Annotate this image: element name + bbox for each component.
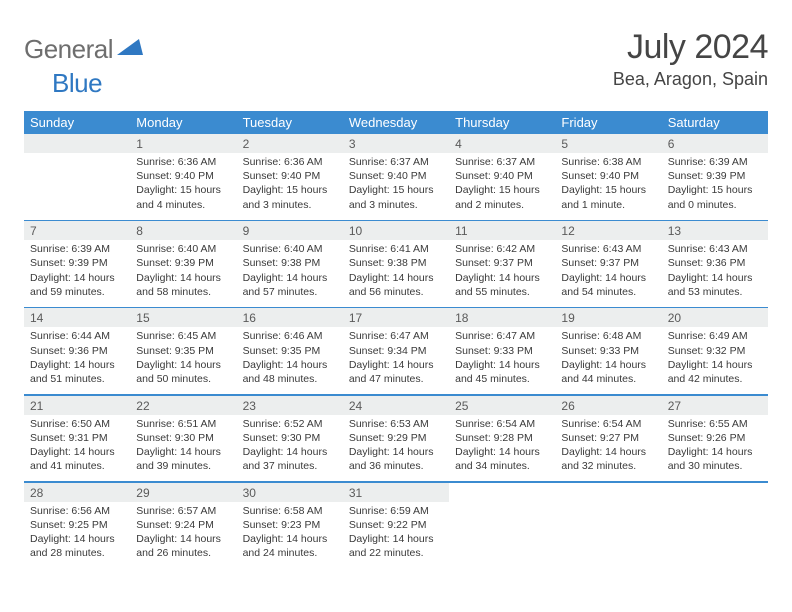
date-number: 6 [662, 134, 768, 153]
day-cell: Sunrise: 6:56 AMSunset: 9:25 PMDaylight:… [24, 502, 130, 569]
day-cell [449, 502, 555, 569]
date-number: 1 [130, 134, 236, 153]
date-number [662, 483, 768, 502]
day-cell: Sunrise: 6:51 AMSunset: 9:30 PMDaylight:… [130, 415, 236, 482]
day-body-row: Sunrise: 6:36 AMSunset: 9:40 PMDaylight:… [24, 153, 768, 220]
day-cell: Sunrise: 6:44 AMSunset: 9:36 PMDaylight:… [24, 327, 130, 394]
date-number: 22 [130, 396, 236, 415]
date-number: 23 [237, 396, 343, 415]
date-number: 14 [24, 308, 130, 327]
day-cell: Sunrise: 6:49 AMSunset: 9:32 PMDaylight:… [662, 327, 768, 394]
day-cell: Sunrise: 6:36 AMSunset: 9:40 PMDaylight:… [237, 153, 343, 220]
day-header-row: Sunday Monday Tuesday Wednesday Thursday… [24, 111, 768, 134]
day-header: Saturday [662, 111, 768, 134]
date-number: 9 [237, 221, 343, 240]
day-header: Thursday [449, 111, 555, 134]
day-cell: Sunrise: 6:41 AMSunset: 9:38 PMDaylight:… [343, 240, 449, 307]
calendar-table: Sunday Monday Tuesday Wednesday Thursday… [24, 111, 768, 568]
day-cell: Sunrise: 6:47 AMSunset: 9:33 PMDaylight:… [449, 327, 555, 394]
date-number: 27 [662, 396, 768, 415]
day-body-row: Sunrise: 6:44 AMSunset: 9:36 PMDaylight:… [24, 327, 768, 394]
date-number: 7 [24, 221, 130, 240]
day-header: Sunday [24, 111, 130, 134]
date-number: 21 [24, 396, 130, 415]
day-cell: Sunrise: 6:46 AMSunset: 9:35 PMDaylight:… [237, 327, 343, 394]
day-cell: Sunrise: 6:43 AMSunset: 9:36 PMDaylight:… [662, 240, 768, 307]
logo: General [24, 28, 145, 65]
date-number: 26 [555, 396, 661, 415]
day-cell: Sunrise: 6:48 AMSunset: 9:33 PMDaylight:… [555, 327, 661, 394]
date-number: 15 [130, 308, 236, 327]
date-number: 25 [449, 396, 555, 415]
date-number-row: 1 2 3 4 5 6 [24, 134, 768, 153]
day-body-row: Sunrise: 6:50 AMSunset: 9:31 PMDaylight:… [24, 415, 768, 482]
date-number: 8 [130, 221, 236, 240]
date-number-row: 21 22 23 24 25 26 27 [24, 396, 768, 415]
day-cell: Sunrise: 6:59 AMSunset: 9:22 PMDaylight:… [343, 502, 449, 569]
day-header: Tuesday [237, 111, 343, 134]
day-cell: Sunrise: 6:50 AMSunset: 9:31 PMDaylight:… [24, 415, 130, 482]
day-cell: Sunrise: 6:55 AMSunset: 9:26 PMDaylight:… [662, 415, 768, 482]
date-number: 17 [343, 308, 449, 327]
date-number [555, 483, 661, 502]
date-number: 3 [343, 134, 449, 153]
date-number: 5 [555, 134, 661, 153]
date-number: 19 [555, 308, 661, 327]
day-cell: Sunrise: 6:43 AMSunset: 9:37 PMDaylight:… [555, 240, 661, 307]
date-number-row: 28 29 30 31 [24, 483, 768, 502]
logo-triangle-icon [117, 37, 143, 62]
day-cell: Sunrise: 6:40 AMSunset: 9:39 PMDaylight:… [130, 240, 236, 307]
day-cell: Sunrise: 6:39 AMSunset: 9:39 PMDaylight:… [24, 240, 130, 307]
day-cell: Sunrise: 6:47 AMSunset: 9:34 PMDaylight:… [343, 327, 449, 394]
day-cell: Sunrise: 6:40 AMSunset: 9:38 PMDaylight:… [237, 240, 343, 307]
date-number: 13 [662, 221, 768, 240]
day-cell: Sunrise: 6:39 AMSunset: 9:39 PMDaylight:… [662, 153, 768, 220]
day-header: Wednesday [343, 111, 449, 134]
day-cell: Sunrise: 6:36 AMSunset: 9:40 PMDaylight:… [130, 153, 236, 220]
date-number: 31 [343, 483, 449, 502]
date-number: 16 [237, 308, 343, 327]
date-number: 2 [237, 134, 343, 153]
date-number: 12 [555, 221, 661, 240]
day-cell: Sunrise: 6:37 AMSunset: 9:40 PMDaylight:… [343, 153, 449, 220]
date-number [449, 483, 555, 502]
date-number-row: 7 8 9 10 11 12 13 [24, 221, 768, 240]
day-cell [555, 502, 661, 569]
logo-text-general: General [24, 34, 113, 65]
day-cell: Sunrise: 6:42 AMSunset: 9:37 PMDaylight:… [449, 240, 555, 307]
day-cell: Sunrise: 6:54 AMSunset: 9:27 PMDaylight:… [555, 415, 661, 482]
date-number: 18 [449, 308, 555, 327]
day-body-row: Sunrise: 6:39 AMSunset: 9:39 PMDaylight:… [24, 240, 768, 307]
date-number: 28 [24, 483, 130, 502]
day-header: Monday [130, 111, 236, 134]
day-cell: Sunrise: 6:58 AMSunset: 9:23 PMDaylight:… [237, 502, 343, 569]
day-cell: Sunrise: 6:54 AMSunset: 9:28 PMDaylight:… [449, 415, 555, 482]
date-number: 11 [449, 221, 555, 240]
date-number: 24 [343, 396, 449, 415]
day-cell: Sunrise: 6:57 AMSunset: 9:24 PMDaylight:… [130, 502, 236, 569]
date-number-row: 14 15 16 17 18 19 20 [24, 308, 768, 327]
page-title: July 2024 [613, 28, 768, 67]
day-body-row: Sunrise: 6:56 AMSunset: 9:25 PMDaylight:… [24, 502, 768, 569]
date-number [24, 134, 130, 153]
day-cell: Sunrise: 6:38 AMSunset: 9:40 PMDaylight:… [555, 153, 661, 220]
date-number: 20 [662, 308, 768, 327]
day-cell: Sunrise: 6:53 AMSunset: 9:29 PMDaylight:… [343, 415, 449, 482]
logo-text-blue: Blue [52, 68, 102, 98]
date-number: 30 [237, 483, 343, 502]
day-cell [24, 153, 130, 220]
date-number: 4 [449, 134, 555, 153]
day-cell: Sunrise: 6:37 AMSunset: 9:40 PMDaylight:… [449, 153, 555, 220]
day-header: Friday [555, 111, 661, 134]
day-cell [662, 502, 768, 569]
day-cell: Sunrise: 6:52 AMSunset: 9:30 PMDaylight:… [237, 415, 343, 482]
date-number: 10 [343, 221, 449, 240]
day-cell: Sunrise: 6:45 AMSunset: 9:35 PMDaylight:… [130, 327, 236, 394]
date-number: 29 [130, 483, 236, 502]
